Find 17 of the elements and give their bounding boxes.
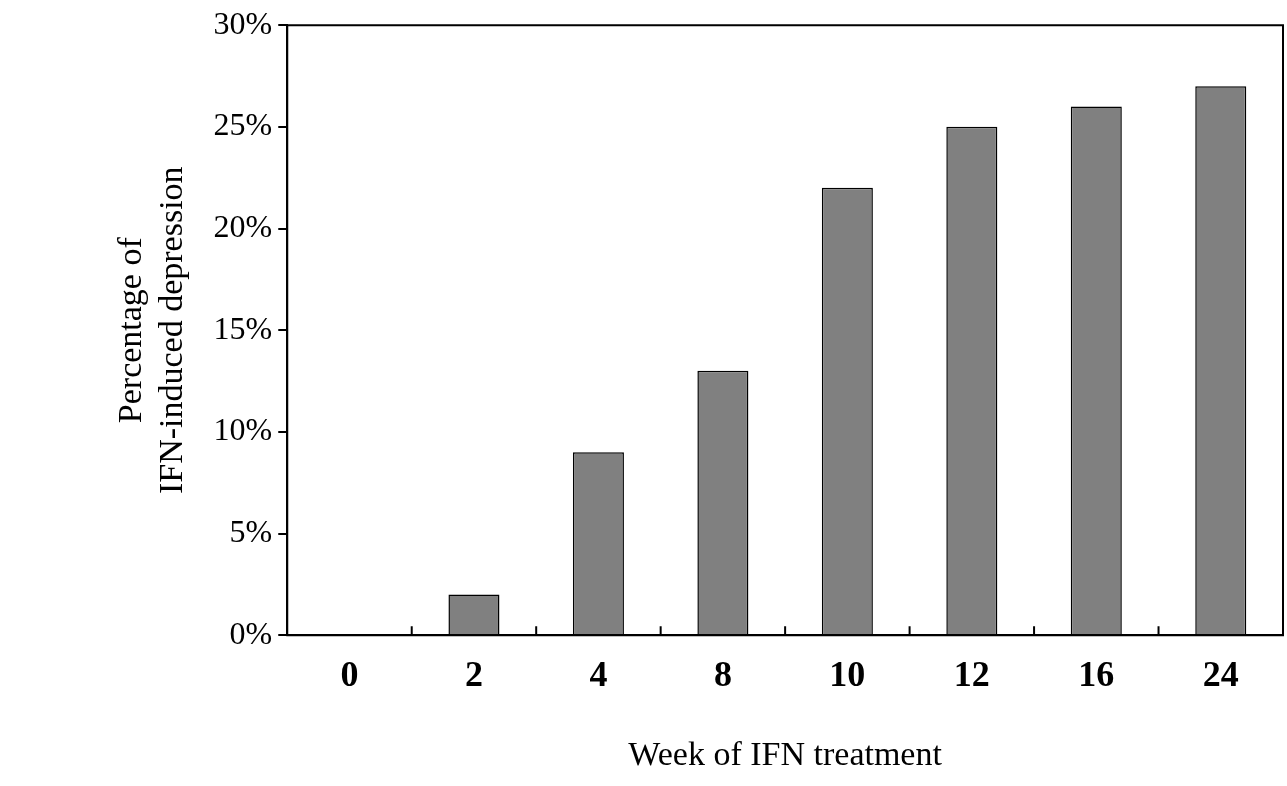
y-tick-label: 30% xyxy=(213,4,273,41)
x-tick-label: 0 xyxy=(340,654,359,695)
y-axis-title: Percentage of IFN-induced depression xyxy=(111,166,190,495)
x-tick-label: 12 xyxy=(953,654,990,695)
x-axis-title: Week of IFN treatment xyxy=(628,734,943,772)
x-tick-label: 8 xyxy=(713,654,732,695)
y-tick-label: 0% xyxy=(229,614,273,651)
x-tick-label: 24 xyxy=(1202,654,1239,695)
y-tick-label: 5% xyxy=(229,512,273,549)
y-tick-label: 25% xyxy=(213,106,273,143)
y-tick-label: 20% xyxy=(213,207,273,244)
y-tick-label: 15% xyxy=(213,309,273,346)
y-tick-label: 10% xyxy=(213,411,273,448)
x-tick-label: 16 xyxy=(1078,654,1115,695)
x-tick-label: 10 xyxy=(829,654,866,695)
x-tick-label: 4 xyxy=(589,654,608,695)
x-tick-label: 2 xyxy=(464,654,483,695)
